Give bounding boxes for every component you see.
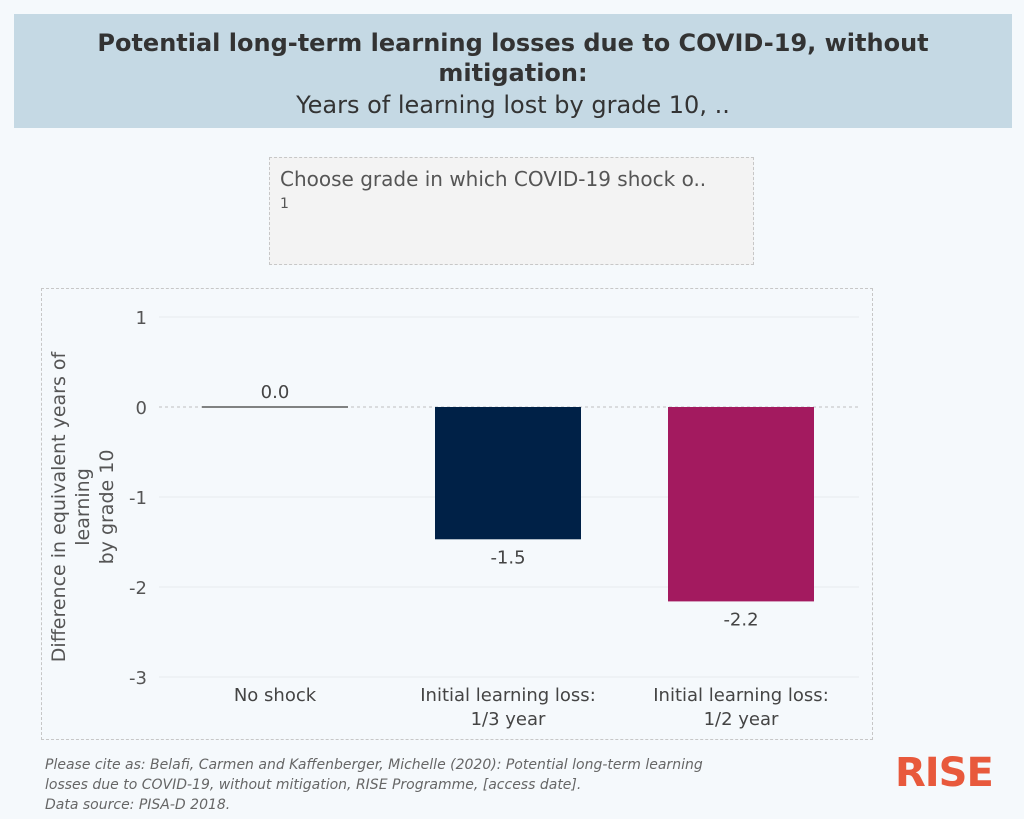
bar-chart: 1 0 -1 -2 -3 0.0 No shock -1.5 Initial learning … [48,308,859,730]
y-axis-label-line: by grade 10 [96,450,118,565]
bar [668,407,814,602]
data-label: -1.5 [490,547,525,568]
x-tick-label: 1/2 year [704,709,779,730]
chart-subtitle: Years of learning lost by grade 10, .. [296,91,730,119]
y-axis-label-line: learning [72,468,94,546]
rise-logo: RISE [895,750,994,796]
grade-selector-value[interactable]: 1 [280,196,289,212]
x-tick-label: Initial learning loss: [420,685,596,706]
grade-selector-label: Choose grade in which COVID-19 shock o.. [280,167,707,191]
citation-line-2: losses due to COVID-19, without mitigati… [45,777,582,793]
chart-header: Potential long-term learning losses due … [14,14,1012,128]
y-tick-label: 1 [136,308,147,329]
data-label: -2.2 [723,609,758,630]
data-source: Data source: PISA-D 2018. [45,797,231,813]
citation: Please cite as: Belafi, Carmen and Kaffe… [45,755,845,815]
x-tick-label: 1/3 year [471,709,546,730]
chart-area: 1 0 -1 -2 -3 0.0 No shock -1.5 Initial learning … [41,288,873,740]
x-tick-label: Initial learning loss: [653,685,829,706]
citation-line-1: Please cite as: Belafi, Carmen and Kaffe… [45,757,703,773]
y-axis-label-line: Difference in equivalent years of [48,350,70,662]
grade-selector[interactable]: Choose grade in which COVID-19 shock o..… [269,157,754,265]
data-label: 0.0 [261,382,290,403]
chart-title: Potential long-term learning losses due … [97,29,929,87]
y-tick-label: -2 [129,578,147,599]
y-axis-label: Difference in equivalent years of learnin… [48,350,118,662]
bar [435,407,581,540]
x-tick-label: No shock [234,685,317,706]
y-tick-label: -1 [129,488,147,509]
y-tick-label: 0 [136,398,147,419]
y-tick-label: -3 [129,668,147,689]
